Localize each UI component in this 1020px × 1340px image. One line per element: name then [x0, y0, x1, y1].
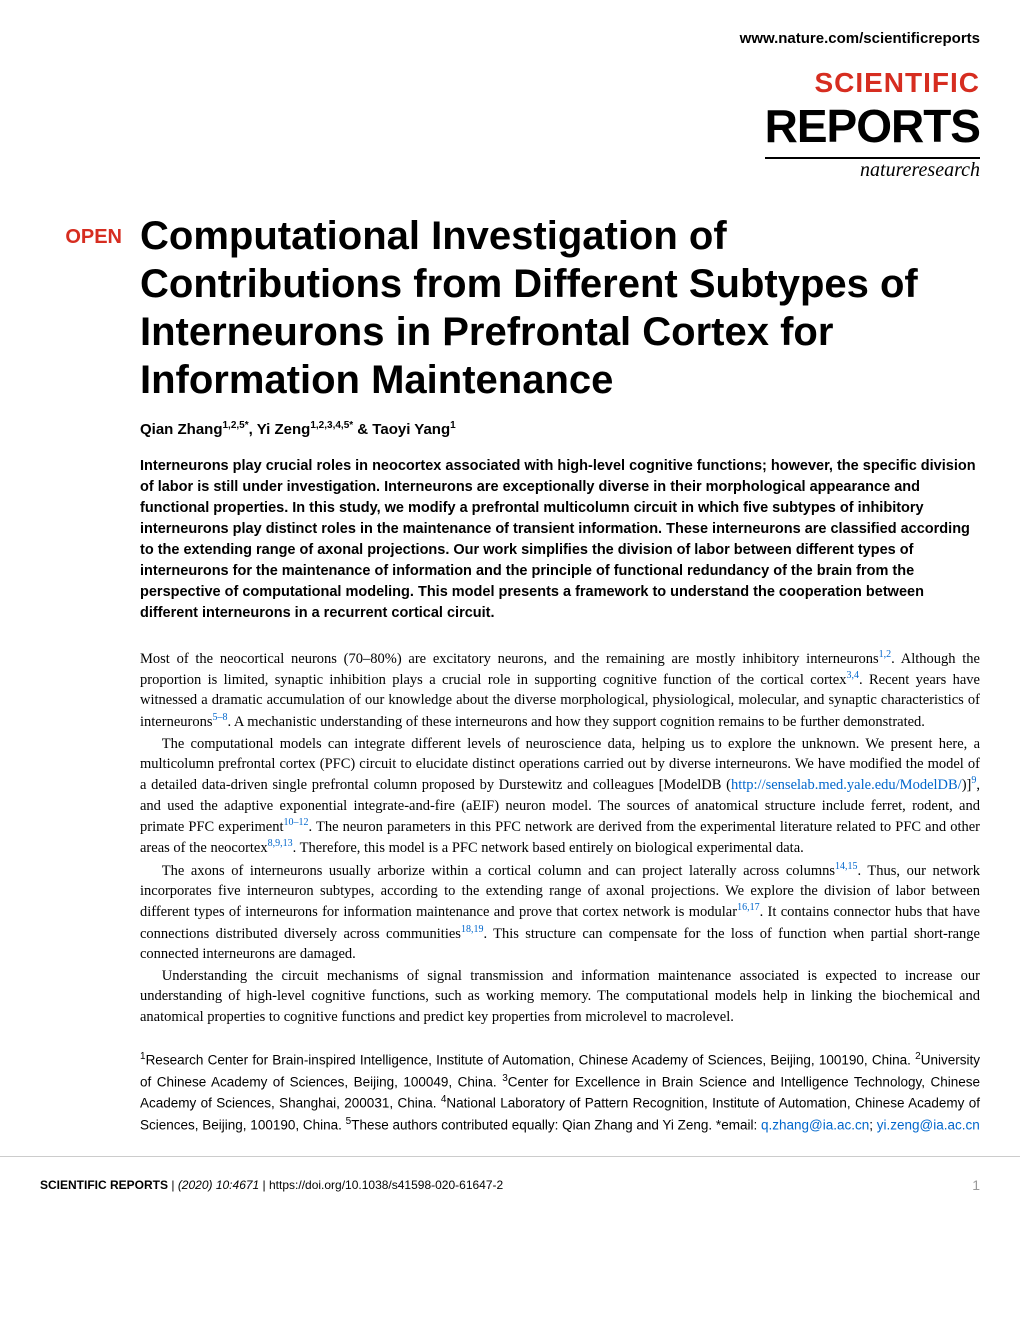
- article-header: OPEN Computational Investigation of Cont…: [0, 212, 1020, 648]
- affiliations: 1Research Center for Brain-inspired Inte…: [0, 1029, 1020, 1136]
- footer-citation-text: (2020) 10:4671 | https://doi.org/10.1038…: [178, 1178, 503, 1192]
- body-text: Most of the neocortical neurons (70–80%)…: [0, 648, 1020, 1027]
- page-number: 1: [972, 1177, 980, 1193]
- paragraph-3: The axons of interneurons usually arbori…: [140, 860, 980, 964]
- paragraph-4: Understanding the circuit mechanisms of …: [140, 966, 980, 1027]
- authors-list: Qian Zhang1,2,5*, Yi Zeng1,2,3,4,5* & Ta…: [140, 420, 980, 438]
- page-footer: SCIENTIFIC REPORTS | (2020) 10:4671 | ht…: [0, 1156, 1020, 1213]
- article-title: Computational Investigation of Contribut…: [140, 212, 980, 404]
- abstract-text: Interneurons play crucial roles in neoco…: [140, 456, 980, 624]
- footer-citation: SCIENTIFIC REPORTS | (2020) 10:4671 | ht…: [40, 1178, 972, 1192]
- journal-logo: SCIENTIFIC REPORTS natureresearch: [0, 57, 1020, 212]
- title-section: Computational Investigation of Contribut…: [140, 212, 980, 648]
- publisher-name: natureresearch: [0, 159, 980, 182]
- paragraph-2: The computational models can integrate d…: [140, 734, 980, 858]
- open-access-badge: OPEN: [40, 212, 140, 648]
- footer-journal-name: SCIENTIFIC REPORTS: [40, 1178, 168, 1192]
- journal-name-line2: REPORTS: [765, 99, 980, 159]
- journal-url: www.nature.com/scientificreports: [0, 0, 1020, 57]
- journal-name-line1: SCIENTIFIC: [0, 67, 980, 99]
- paragraph-1: Most of the neocortical neurons (70–80%)…: [140, 648, 980, 732]
